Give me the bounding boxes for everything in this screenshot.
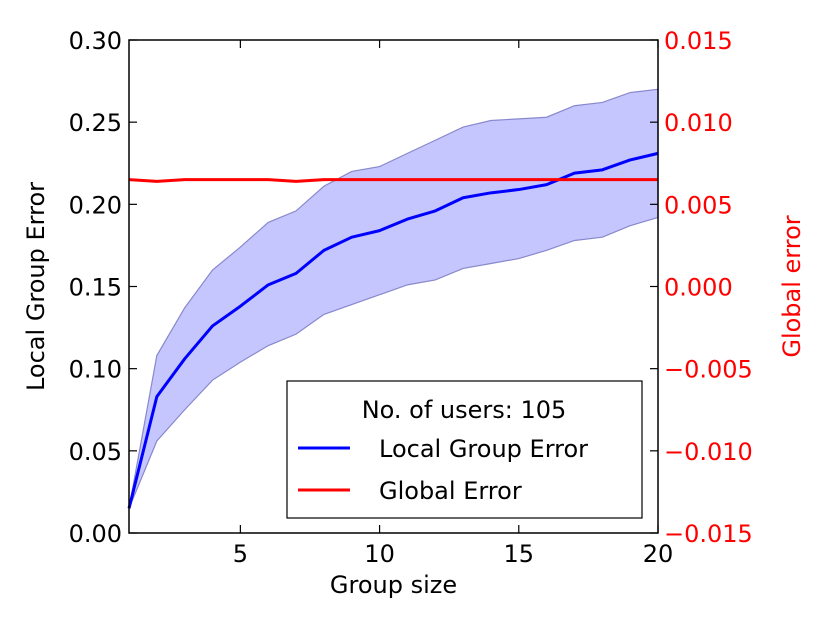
y-left-tick-label: 0.25 [69,109,122,137]
y-left-tick-label: 0.20 [69,191,122,219]
x-axis-title: Group size [330,571,457,599]
legend-title: No. of users: 105 [362,396,567,424]
x-tick-label: 15 [504,540,535,568]
y-right-tick-label: 0.005 [664,191,733,219]
x-tick-label: 20 [643,540,674,568]
y-axis-left-title: Local Group Error [22,182,50,391]
series-line-0 [127,151,659,509]
y-left-tick-label: 0.05 [69,438,122,466]
ticks-layer [129,39,659,534]
y-right-tick-label: 0.015 [664,27,733,55]
y-right-tick-label: −0.010 [664,438,753,466]
legend-label-local-group-error: Local Group Error [379,435,588,463]
y-right-tick-label: 0.010 [664,109,733,137]
y-left-tick-label: 0.10 [69,356,122,384]
y-left-tick-label: 0.30 [69,27,122,55]
x-tick-label: 5 [233,540,248,568]
x-tick-label: 10 [364,540,395,568]
series-line-layer [127,151,659,509]
y-right-tick-label: 0.000 [664,274,733,302]
legend: No. of users: 105 Local Group Error Glob… [286,380,643,519]
tick-labels-layer: 5 10 15 20 0.00 0.05 0.10 0.15 0.20 0.25 0.30 −0.01… [69,27,753,568]
y-axis-right-title: Global error [778,215,806,357]
series-line-1 [128,178,658,183]
legend-label-global-error: Global Error [379,477,522,505]
y-right-tick-label: −0.005 [664,356,753,384]
y-right-tick-label: −0.015 [664,520,753,548]
y-left-tick-label: 0.00 [69,520,122,548]
y-left-tick-label: 0.15 [69,274,122,302]
